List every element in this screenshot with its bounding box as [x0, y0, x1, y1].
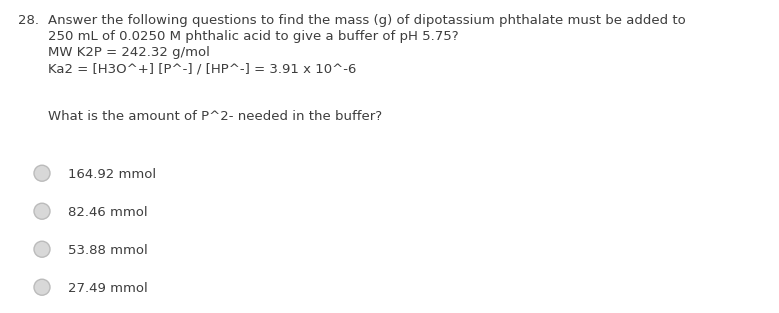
Text: 53.88 mmol: 53.88 mmol: [68, 244, 148, 257]
Text: 28.: 28.: [18, 14, 39, 27]
Ellipse shape: [34, 241, 50, 257]
Ellipse shape: [34, 203, 50, 219]
Ellipse shape: [34, 165, 50, 181]
Text: 82.46 mmol: 82.46 mmol: [68, 206, 148, 219]
Text: Ka2 = [H3O^+] [P^-] / [HP^-] = 3.91 x 10^-6: Ka2 = [H3O^+] [P^-] / [HP^-] = 3.91 x 10…: [48, 62, 356, 75]
Text: 27.49 mmol: 27.49 mmol: [68, 282, 148, 295]
Text: 250 mL of 0.0250 M phthalic acid to give a buffer of pH 5.75?: 250 mL of 0.0250 M phthalic acid to give…: [48, 30, 459, 43]
Text: Answer the following questions to find the mass (g) of dipotassium phthalate mus: Answer the following questions to find t…: [48, 14, 686, 27]
Text: What is the amount of P^2- needed in the buffer?: What is the amount of P^2- needed in the…: [48, 110, 382, 123]
Text: 164.92 mmol: 164.92 mmol: [68, 168, 156, 181]
Text: MW K2P = 242.32 g/mol: MW K2P = 242.32 g/mol: [48, 46, 210, 59]
Ellipse shape: [34, 279, 50, 295]
